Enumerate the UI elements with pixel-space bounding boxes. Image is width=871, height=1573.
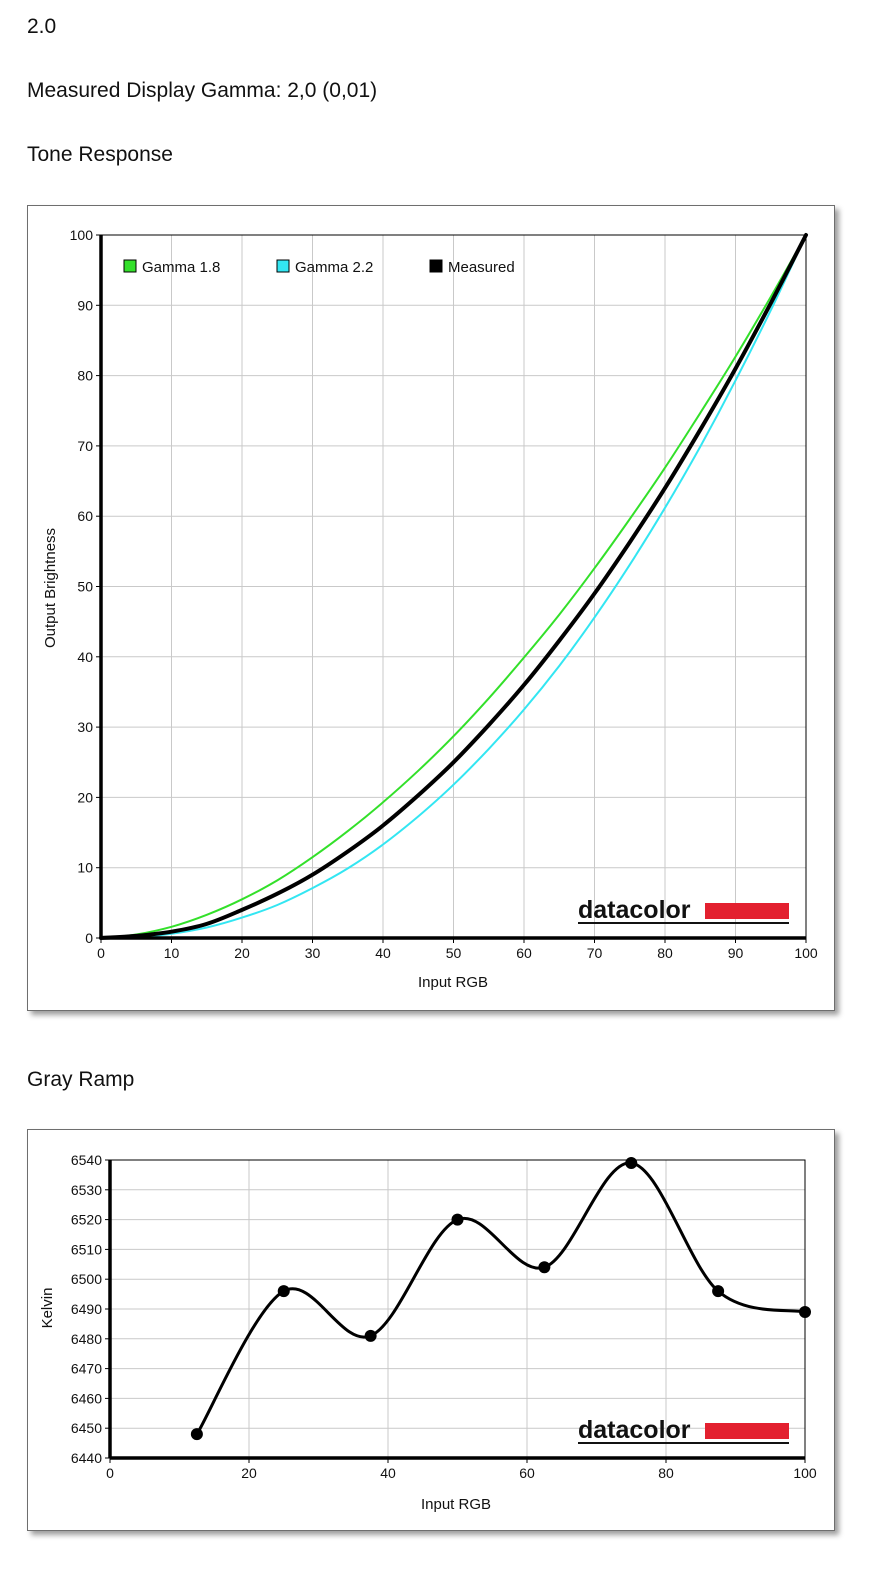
x-tick-label: 40 (375, 945, 391, 961)
data-point (190, 1428, 203, 1441)
series-line (99, 233, 808, 940)
tone-response-heading: Tone Response (27, 143, 173, 166)
gray-x-ticks: 0 20 40 60 80 100 (106, 1458, 817, 1481)
legend-swatch (429, 259, 443, 273)
datacolor-logo-bar (705, 1423, 789, 1439)
legend-swatch (123, 259, 137, 273)
datacolor-logo-underline (578, 1442, 789, 1444)
y-tick-label: 40 (77, 649, 93, 665)
y-tick-label: 6520 (71, 1212, 102, 1228)
tone-response-panel: 0 10 20 30 40 50 60 70 80 90 100 0 10 20 30 40 50 60 70 80… (27, 205, 835, 1011)
y-tick-label: 10 (77, 860, 93, 876)
datacolor-logo: datacolor (578, 1416, 789, 1444)
gray-x-axis-label: Input RGB (421, 1496, 491, 1513)
y-tick-label: 80 (77, 368, 93, 384)
tone-grid (100, 234, 807, 939)
x-tick-label: 50 (446, 945, 462, 961)
x-tick-label: 60 (516, 945, 532, 961)
x-tick-label: 100 (794, 945, 818, 961)
legend-label: Gamma 2.2 (295, 259, 373, 276)
series-line (195, 1161, 807, 1436)
x-tick-label: 20 (234, 945, 250, 961)
datacolor-logo-text: datacolor (578, 1416, 691, 1444)
tone-x-axis-label: Input RGB (418, 974, 488, 991)
gamma-value-text: 2.0 (27, 15, 57, 38)
x-tick-label: 0 (97, 945, 105, 961)
y-tick-label: 6510 (71, 1241, 102, 1257)
data-point (712, 1285, 725, 1298)
tone-response-chart: 0 10 20 30 40 50 60 70 80 90 100 0 10 20 30 40 50 60 70 80… (42, 227, 818, 991)
measured-gamma-text: Measured Display Gamma: 2,0 (0,01) (27, 79, 378, 102)
y-tick-label: 6530 (71, 1182, 102, 1198)
series-line (100, 234, 807, 939)
y-tick-label: 20 (77, 789, 93, 805)
gray-y-axis-label: Kelvin (39, 1288, 56, 1329)
y-tick-label: 6500 (71, 1271, 102, 1287)
x-tick-label: 40 (380, 1465, 396, 1481)
x-tick-label: 80 (658, 1465, 674, 1481)
datacolor-logo-bar (705, 903, 789, 919)
y-tick-label: 6460 (71, 1390, 102, 1406)
y-tick-label: 70 (77, 438, 93, 454)
y-tick-label: 60 (77, 508, 93, 524)
gray-ramp-chart: 0 20 40 60 80 100 6440 6450 6460 6470 6480 6490 650… (39, 1152, 817, 1513)
datacolor-logo-underline (578, 922, 789, 924)
legend-label: Measured (448, 259, 515, 276)
legend-label: Gamma 1.8 (142, 259, 220, 276)
gray-ramp-heading: Gray Ramp (27, 1068, 135, 1091)
y-tick-label: 90 (77, 297, 93, 313)
gray-ramp-panel: 0 20 40 60 80 100 6440 6450 6460 6470 6480 6490 650… (27, 1129, 835, 1531)
data-point (364, 1329, 377, 1342)
y-tick-label: 6470 (71, 1361, 102, 1377)
y-tick-label: 6540 (71, 1152, 102, 1168)
tone-y-axis-label: Output Brightness (42, 528, 59, 648)
x-tick-label: 80 (657, 945, 673, 961)
data-point (538, 1261, 551, 1274)
data-point (451, 1213, 464, 1226)
x-tick-label: 70 (587, 945, 603, 961)
y-tick-label: 30 (77, 719, 93, 735)
x-tick-label: 0 (106, 1465, 114, 1481)
datacolor-logo: datacolor (578, 896, 789, 924)
legend-swatch (276, 259, 290, 273)
tone-series (99, 233, 808, 940)
y-tick-label: 6450 (71, 1420, 102, 1436)
series-line (100, 234, 807, 939)
data-point (625, 1156, 638, 1169)
gray-series (190, 1156, 811, 1441)
y-tick-label: 6480 (71, 1331, 102, 1347)
tone-legend: Gamma 1.8 Gamma 2.2 Measured (123, 259, 515, 276)
tone-x-ticks: 0 10 20 30 40 50 60 70 80 90 100 (97, 938, 818, 961)
y-tick-label: 6490 (71, 1301, 102, 1317)
x-tick-label: 90 (728, 945, 744, 961)
y-tick-label: 0 (85, 930, 93, 946)
x-tick-label: 10 (164, 945, 180, 961)
x-tick-label: 100 (793, 1465, 817, 1481)
x-tick-label: 20 (241, 1465, 257, 1481)
datacolor-logo-text: datacolor (578, 896, 691, 924)
data-point (277, 1285, 290, 1298)
y-tick-label: 6440 (71, 1450, 102, 1466)
y-tick-label: 50 (77, 579, 93, 595)
x-tick-label: 60 (519, 1465, 535, 1481)
gray-grid (109, 1159, 806, 1459)
y-tick-label: 100 (70, 227, 94, 243)
tone-y-ticks: 0 10 20 30 40 50 60 70 80 90 100 (70, 227, 101, 946)
gray-y-ticks: 6440 6450 6460 6470 6480 6490 6500 6510 6520 6530… (71, 1152, 110, 1466)
x-tick-label: 30 (305, 945, 321, 961)
